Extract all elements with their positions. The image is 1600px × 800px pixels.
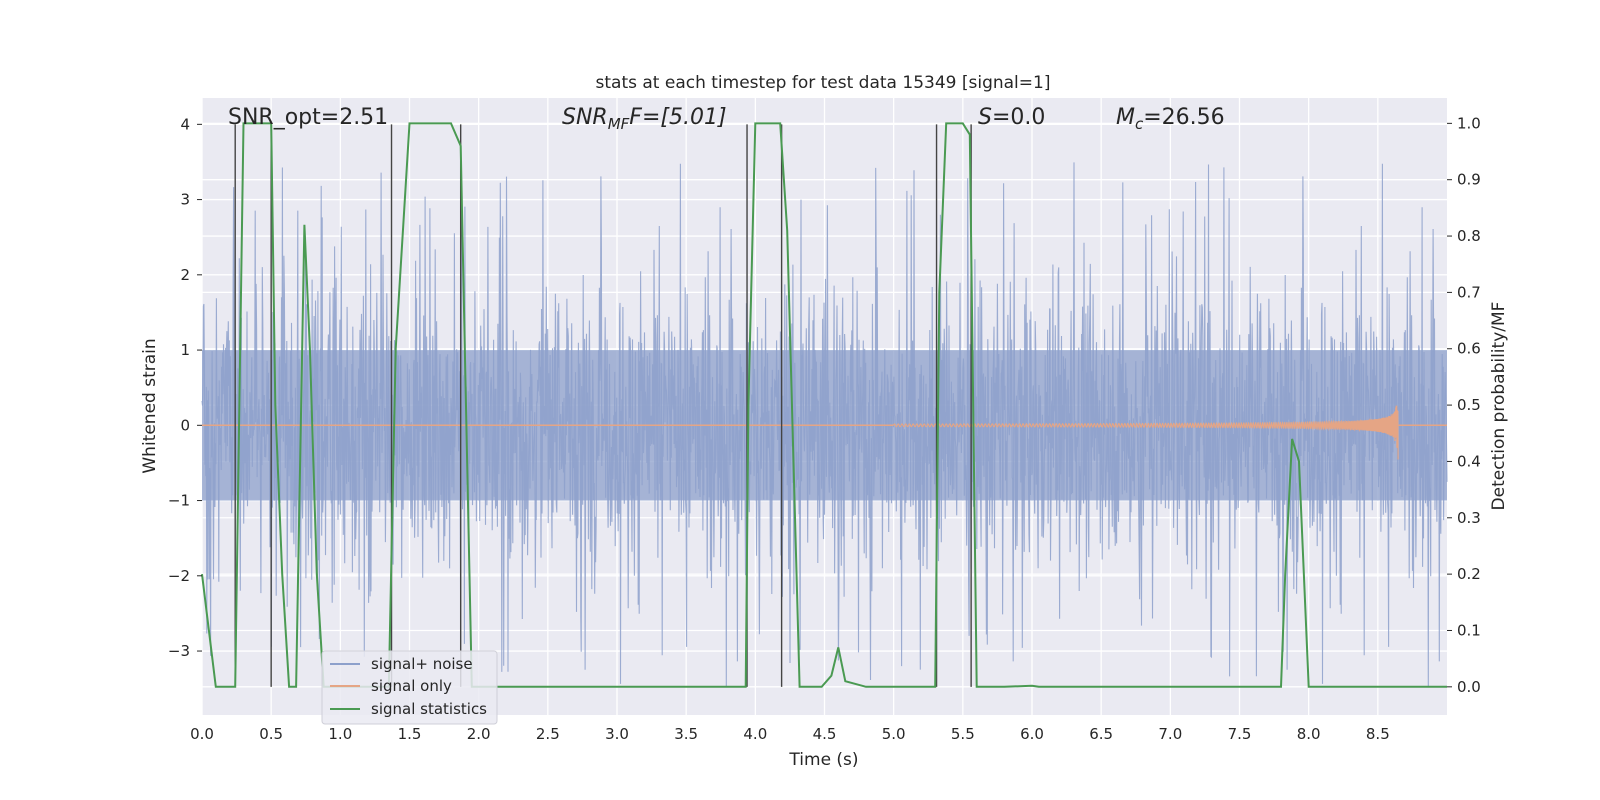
x-tick-label: 7.5 xyxy=(1228,725,1252,743)
signal-statistics-line xyxy=(201,122,1447,688)
x-axis-label: Time (s) xyxy=(788,750,858,770)
x-tick-label: 4.5 xyxy=(813,725,837,743)
x-tick-label: 5.0 xyxy=(882,725,906,743)
x-tick-label: 0.0 xyxy=(190,725,214,743)
y-left-tick-label: −3 xyxy=(168,642,190,660)
y-axis-right-label: Detection probability/MF xyxy=(1489,302,1509,511)
y-left-tick-label: 4 xyxy=(180,115,190,133)
legend: signal+ noise signal only signal statist… xyxy=(321,650,498,725)
y-right-tick-label: 0.4 xyxy=(1457,452,1481,470)
y-axis-left-label: Whitened strain xyxy=(140,338,160,473)
y-right-tick-label: 0.2 xyxy=(1457,565,1481,583)
y-left-tick-label: 2 xyxy=(180,266,190,284)
y-left-tick-label: −1 xyxy=(168,492,190,510)
y-right-tick-label: 0.7 xyxy=(1457,283,1481,301)
x-tick-label: 6.0 xyxy=(1020,725,1044,743)
y-axis-left-ticks: −3 −2 −1 0 1 2 3 4 xyxy=(168,115,202,660)
y-left-tick-label: 3 xyxy=(180,191,190,209)
annotation-snr-mf: SNRMFF=[5.01] xyxy=(562,105,727,133)
legend-label-signal-plus-noise: signal+ noise xyxy=(371,655,473,673)
y-right-tick-label: 1.0 xyxy=(1457,114,1481,132)
y-right-tick-label: 0.1 xyxy=(1457,621,1481,639)
y-right-tick-label: 0.3 xyxy=(1457,509,1481,527)
x-tick-label: 1.0 xyxy=(328,725,352,743)
legend-label-signal-only: signal only xyxy=(371,677,452,695)
series-signal-only xyxy=(202,405,1447,460)
chart-title: stats at each timestep for test data 153… xyxy=(596,73,1051,93)
x-tick-label: 3.0 xyxy=(605,725,629,743)
series-signal-statistics xyxy=(201,122,1447,688)
y-right-tick-label: 0.5 xyxy=(1457,396,1481,414)
signal-only-chirp xyxy=(893,405,1399,460)
annotation-s: S=0.0 xyxy=(978,105,1045,130)
x-tick-label: 1.5 xyxy=(398,725,422,743)
y-left-tick-label: 1 xyxy=(180,341,190,359)
x-tick-label: 7.0 xyxy=(1158,725,1182,743)
y-right-tick-label: 0.6 xyxy=(1457,340,1481,358)
x-tick-label: 8.0 xyxy=(1297,725,1321,743)
y-right-tick-label: 0.8 xyxy=(1457,227,1481,245)
x-tick-label: 3.5 xyxy=(674,725,698,743)
annotation-snr-opt: SNR_opt=2.51 xyxy=(228,105,388,130)
y-left-tick-label: −2 xyxy=(168,567,190,585)
annotation-mc: Mc=26.56 xyxy=(1116,105,1225,133)
x-axis-ticks: 0.0 0.5 1.0 1.5 2.0 2.5 3.0 3.5 4.0 4.5 5.0 5.5 6.0 6… xyxy=(190,725,1390,743)
y-left-tick-label: 0 xyxy=(180,416,190,434)
x-tick-label: 4.0 xyxy=(743,725,767,743)
legend-box xyxy=(321,650,498,725)
y-right-tick-label: 0.9 xyxy=(1457,171,1481,189)
y-axis-right-ticks: 0.0 0.1 0.2 0.3 0.4 0.5 0.6 0.7 0.8 0.9 1.0 xyxy=(1447,114,1481,696)
x-tick-label: 8.5 xyxy=(1366,725,1390,743)
legend-label-signal-statistics: signal statistics xyxy=(371,700,487,718)
x-tick-label: 0.5 xyxy=(259,725,283,743)
y-right-tick-label: 0.0 xyxy=(1457,678,1481,696)
x-tick-label: 2.0 xyxy=(467,725,491,743)
x-tick-label: 6.5 xyxy=(1089,725,1113,743)
x-tick-label: 2.5 xyxy=(536,725,560,743)
x-tick-label: 5.5 xyxy=(951,725,975,743)
